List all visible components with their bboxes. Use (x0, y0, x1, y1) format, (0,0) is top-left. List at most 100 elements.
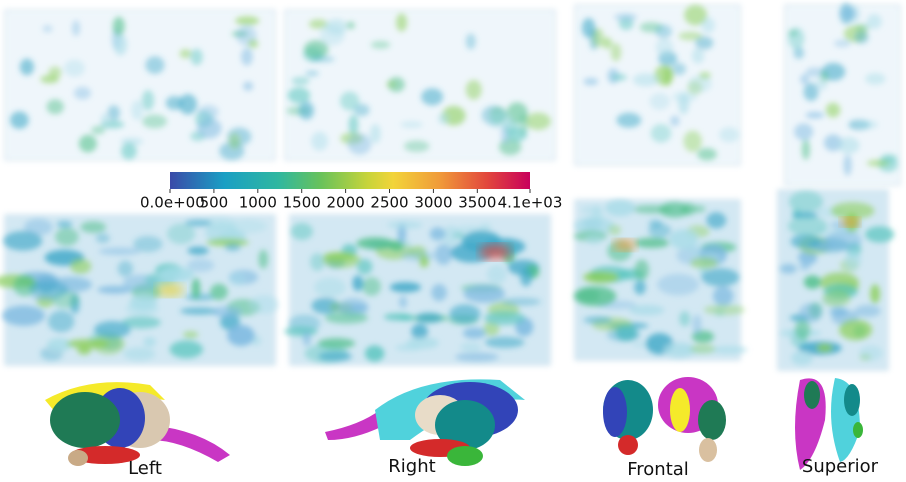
blob (142, 115, 167, 129)
blob (288, 87, 311, 103)
blob (692, 48, 705, 64)
blob (192, 278, 200, 299)
blob (20, 59, 34, 76)
blob (683, 131, 701, 152)
blob (404, 140, 430, 152)
blob (799, 263, 810, 270)
blob (2, 306, 45, 326)
blob (431, 284, 447, 301)
blob (795, 320, 810, 340)
blob (323, 252, 355, 260)
blob (395, 344, 421, 351)
blob (487, 111, 512, 128)
blob (657, 274, 699, 296)
blob (183, 331, 198, 338)
blob (484, 311, 525, 325)
blob (466, 80, 482, 100)
tick-label: 3500 (458, 194, 496, 212)
blob (390, 282, 421, 292)
blob (57, 221, 73, 228)
blob (704, 305, 745, 316)
volume-panel (785, 3, 900, 185)
blob (229, 272, 246, 286)
blob (91, 126, 105, 134)
brain-frontal (603, 377, 726, 462)
blob (791, 351, 813, 366)
blob (880, 154, 897, 163)
blob (831, 202, 875, 219)
blob (702, 268, 740, 286)
blob (55, 228, 79, 246)
blob (228, 219, 267, 233)
blob (520, 267, 532, 286)
blob (867, 14, 882, 29)
blob (616, 113, 641, 128)
blob (325, 312, 368, 324)
blob (48, 311, 74, 333)
blob (235, 16, 259, 25)
blob (305, 70, 319, 76)
blob (346, 22, 355, 29)
blob (348, 133, 372, 154)
blob (113, 17, 125, 36)
blob (672, 63, 686, 75)
blob (248, 39, 258, 48)
blob (210, 284, 228, 300)
figure: 0.0e+005001000150020002500300035004.1e+0… (0, 0, 906, 482)
tick-label: 500 (200, 194, 229, 212)
blob (800, 74, 809, 84)
blob (401, 251, 435, 261)
blob (670, 116, 680, 127)
blob (118, 261, 133, 277)
blob (243, 81, 253, 90)
blob (845, 250, 861, 269)
blob (133, 236, 162, 252)
blob (10, 111, 29, 129)
brain-segmentations (45, 377, 863, 470)
blob (611, 43, 622, 61)
blob (526, 113, 551, 130)
blob (387, 221, 423, 228)
blob (711, 346, 748, 354)
blob (352, 275, 363, 291)
blob (679, 32, 703, 41)
blob (185, 220, 212, 227)
blob (143, 337, 156, 347)
blob (464, 285, 505, 303)
blob (259, 250, 268, 269)
blob (314, 277, 346, 297)
blob (284, 327, 317, 337)
blob (840, 6, 856, 20)
blob (681, 203, 696, 215)
blob (396, 13, 407, 31)
blob (291, 223, 313, 240)
blob (713, 286, 733, 305)
blob (74, 87, 91, 100)
blob (101, 113, 109, 124)
blob (584, 78, 599, 85)
blob (634, 238, 669, 248)
volume-panel (285, 10, 555, 160)
volume-panel (778, 190, 894, 370)
hotspot (613, 239, 637, 251)
blob (435, 244, 452, 265)
view-label: Frontal (627, 459, 689, 480)
volume-panel (575, 5, 740, 165)
blob (131, 100, 143, 120)
volume-panel (5, 10, 275, 160)
blob (690, 257, 718, 268)
hotspot (479, 244, 511, 260)
blob (167, 223, 195, 244)
blob (805, 112, 824, 119)
hotspot (840, 217, 860, 227)
blob (605, 200, 635, 216)
tick-label: 2000 (327, 194, 365, 212)
blob (855, 305, 881, 317)
blob (804, 275, 821, 288)
blob (402, 240, 411, 250)
blob (79, 135, 97, 153)
blob (663, 342, 695, 358)
tick-label: 2500 (370, 194, 408, 212)
colorbar-gradient (170, 172, 530, 189)
blob (40, 75, 59, 83)
